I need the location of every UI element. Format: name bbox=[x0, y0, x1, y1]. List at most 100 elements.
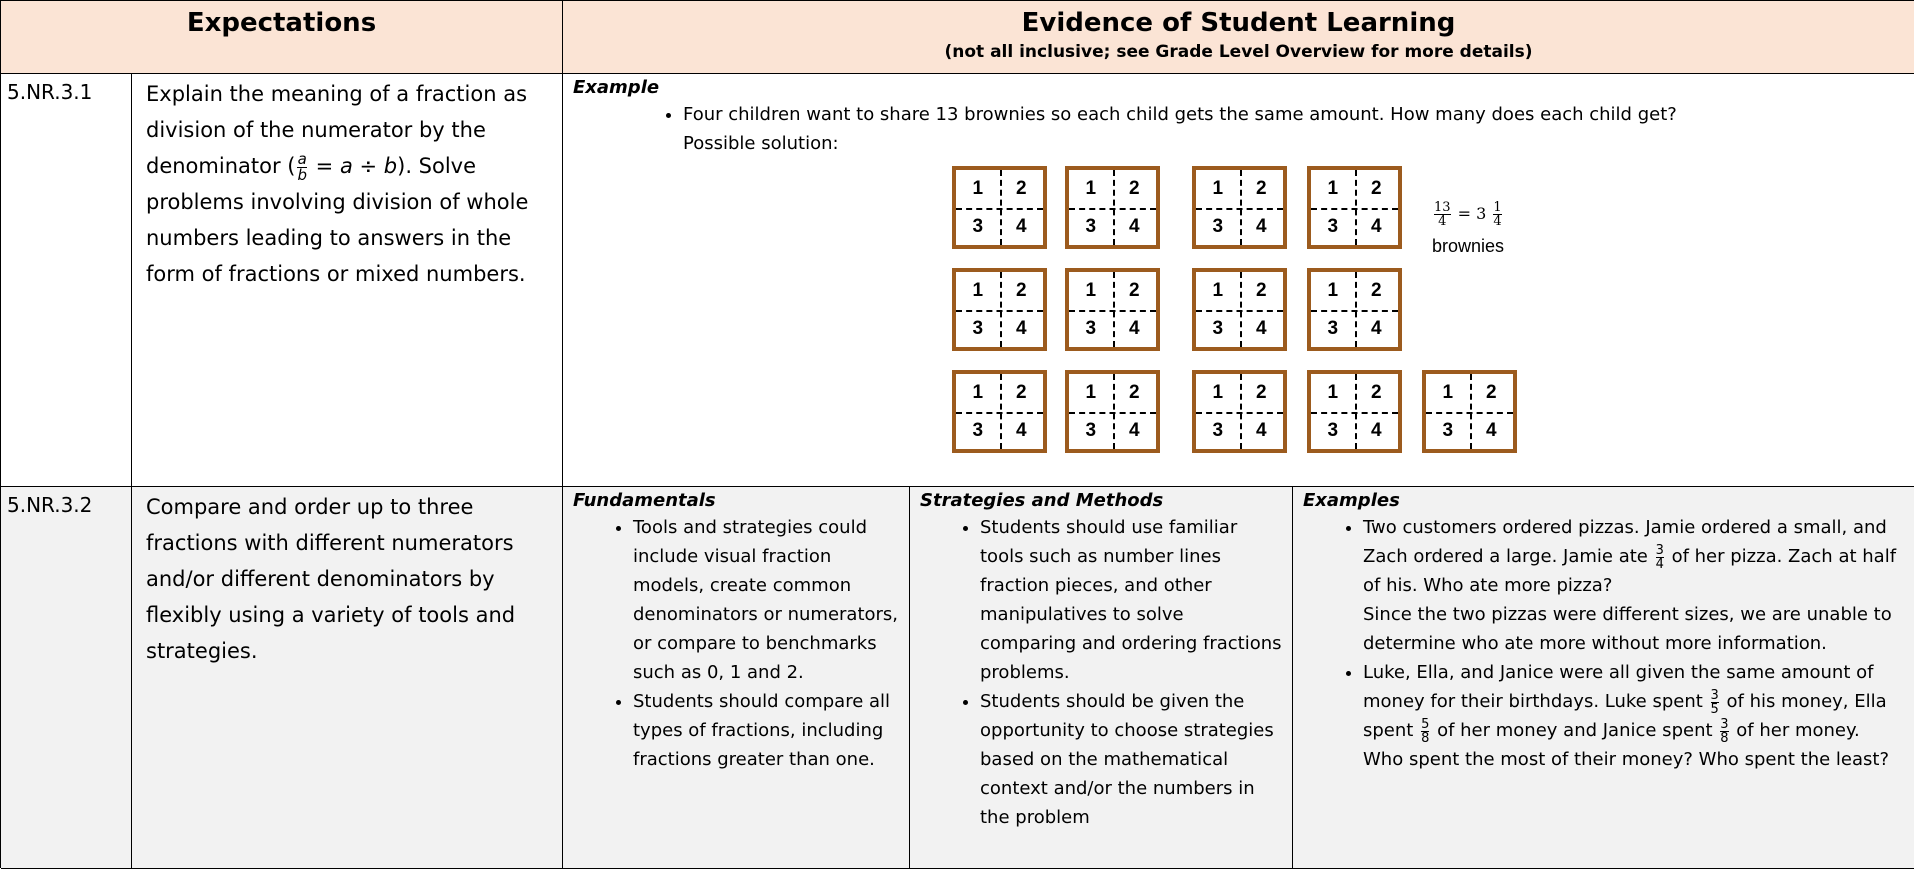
brownie-label: 4 bbox=[1485, 419, 1497, 441]
brownie-label: 1 bbox=[972, 382, 984, 404]
numerator: 3 bbox=[1655, 542, 1664, 558]
header-subtitle: (not all inclusive; see Grade Level Over… bbox=[944, 42, 1533, 62]
brownie-label: 1 bbox=[1085, 280, 1097, 302]
brownie-label: 4 bbox=[1015, 419, 1027, 441]
expectation-cell: Compare and order up to three fractions … bbox=[132, 487, 563, 869]
divider bbox=[1426, 411, 1513, 414]
header-title: Evidence of Student Learning bbox=[1021, 8, 1456, 38]
brownie-label: 2 bbox=[1370, 280, 1382, 302]
text: of her money. Who spent the most of thei… bbox=[1363, 720, 1890, 770]
divider bbox=[956, 309, 1043, 312]
brownie-label: 1 bbox=[1212, 382, 1224, 404]
divider bbox=[956, 411, 1043, 414]
text: a bbox=[339, 154, 353, 178]
brownie-label: 1 bbox=[1327, 280, 1339, 302]
heading: Examples bbox=[1303, 490, 1400, 511]
brownie-label: 4 bbox=[1370, 215, 1382, 237]
brownie-label: 3 bbox=[1442, 419, 1454, 441]
evidence-cell: Example Four children want to share 13 b… bbox=[563, 74, 1914, 487]
brownie-label: 3 bbox=[1085, 419, 1097, 441]
denominator: 4 bbox=[1655, 556, 1664, 572]
brownie: 1 2 3 4 bbox=[1065, 370, 1160, 453]
text: of her money and Janice spent bbox=[1431, 720, 1719, 741]
evidence-cell: Fundamentals Tools and strategies could i… bbox=[563, 487, 910, 869]
text: Explain the meaning of a fraction as div… bbox=[146, 82, 528, 178]
brownie-label: 2 bbox=[1370, 382, 1382, 404]
numerator: 3 bbox=[1720, 716, 1729, 732]
brownie-label: 4 bbox=[1128, 317, 1140, 339]
code-cell: 5.NR.3.1 bbox=[1, 74, 132, 487]
brownie-label: 1 bbox=[972, 178, 984, 200]
divider bbox=[1311, 411, 1398, 414]
brownie-label: 2 bbox=[1255, 280, 1267, 302]
denominator: 8 bbox=[1720, 730, 1729, 746]
bullet-list: Students should use familiar tools such … bbox=[920, 513, 1282, 832]
bullet-list: Two customers ordered pizzas. Jamie orde… bbox=[1303, 513, 1904, 774]
brownie-label: 1 bbox=[1085, 382, 1097, 404]
brownie-label: 3 bbox=[972, 419, 984, 441]
brownie-label: 3 bbox=[972, 317, 984, 339]
unit: brownies bbox=[1432, 236, 1505, 256]
bullet-list: Four children want to share 13 brownies … bbox=[573, 100, 1904, 158]
header-cell: Evidence of Student Learning (not all in… bbox=[563, 1, 1914, 74]
brownie-label: 3 bbox=[1327, 215, 1339, 237]
text: = 3 bbox=[1457, 204, 1487, 223]
numerator: 5 bbox=[1421, 716, 1430, 732]
bullet: Two customers ordered pizzas. Jamie orde… bbox=[1363, 513, 1904, 658]
brownie-label: 3 bbox=[1212, 419, 1224, 441]
denominator: b bbox=[297, 165, 307, 184]
text: = bbox=[309, 154, 340, 178]
fraction: 13 4 bbox=[1434, 201, 1451, 228]
bullet: Students should use familiar tools such … bbox=[980, 513, 1282, 687]
evidence-cell: Strategies and Methods Students should us… bbox=[910, 487, 1293, 869]
brownie-label: 1 bbox=[1442, 382, 1454, 404]
brownie-label: 1 bbox=[1212, 280, 1224, 302]
heading: Example bbox=[573, 77, 660, 98]
divider bbox=[956, 207, 1043, 210]
evidence-cell: Examples Two customers ordered pizzas. Ja… bbox=[1293, 487, 1914, 869]
bullet: Four children want to share 13 brownies … bbox=[683, 100, 1904, 158]
brownie-label: 2 bbox=[1485, 382, 1497, 404]
numerator: a bbox=[297, 149, 307, 168]
code-cell: 5.NR.3.2 bbox=[1, 487, 132, 869]
text: Students should compare all types of fra… bbox=[633, 691, 891, 770]
brownie: 1 2 3 4 bbox=[952, 166, 1047, 249]
brownie-label: 3 bbox=[1212, 317, 1224, 339]
divider bbox=[1069, 309, 1156, 312]
brownie-label: 2 bbox=[1015, 178, 1027, 200]
brownie: 1 2 3 4 bbox=[952, 268, 1047, 351]
brownie: 1 2 3 4 bbox=[1192, 268, 1287, 351]
brownie-label: 3 bbox=[1085, 215, 1097, 237]
text: Luke, Ella, and Janice were all given th… bbox=[1363, 662, 1874, 712]
brownie-label: 2 bbox=[1255, 382, 1267, 404]
heading: Fundamentals bbox=[573, 490, 716, 511]
divider bbox=[1311, 309, 1398, 312]
numerator: 1 bbox=[1493, 200, 1502, 215]
numerator: 13 bbox=[1434, 200, 1451, 215]
brownie-label: 2 bbox=[1128, 280, 1140, 302]
divider bbox=[1311, 207, 1398, 210]
brownie-label: 1 bbox=[972, 280, 984, 302]
brownie-label: 4 bbox=[1255, 419, 1267, 441]
denominator: 4 bbox=[1438, 214, 1447, 229]
brownie-label: 3 bbox=[1327, 419, 1339, 441]
text: ÷ bbox=[352, 154, 384, 178]
expectation-cell: Explain the meaning of a fraction as div… bbox=[132, 74, 563, 487]
divider bbox=[1196, 309, 1283, 312]
denominator: 8 bbox=[1421, 730, 1430, 746]
bullet: Students should compare all types of fra… bbox=[633, 687, 899, 774]
brownie: 1 2 3 4 bbox=[1307, 166, 1402, 249]
brownie: 1 2 3 4 bbox=[952, 370, 1047, 453]
brownie-label: 1 bbox=[1212, 178, 1224, 200]
code: 5.NR.3.2 bbox=[7, 493, 93, 517]
denominator: 4 bbox=[1493, 214, 1502, 229]
brownie-label: 4 bbox=[1128, 419, 1140, 441]
